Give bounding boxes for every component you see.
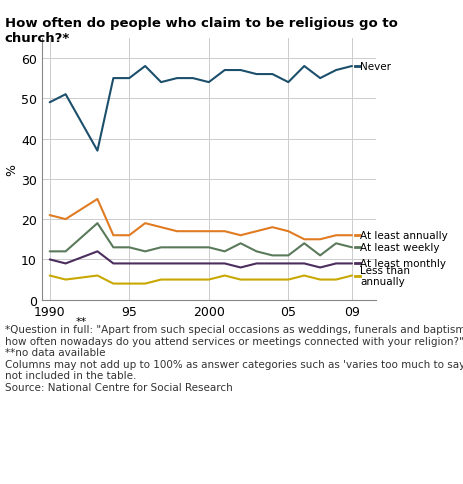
Text: At least weekly: At least weekly: [359, 243, 438, 253]
Text: At least annually: At least annually: [359, 231, 447, 241]
Y-axis label: %: %: [5, 164, 18, 175]
Text: Less than
annually: Less than annually: [359, 265, 409, 287]
Text: How often do people who claim to be religious go to church?*: How often do people who claim to be reli…: [5, 17, 397, 45]
Text: At least monthly: At least monthly: [359, 259, 445, 269]
Text: Never: Never: [359, 62, 390, 72]
Text: *Question in full: "Apart from such special occasions as weddings, funerals and : *Question in full: "Apart from such spec…: [5, 324, 463, 392]
Text: **: **: [76, 316, 87, 326]
